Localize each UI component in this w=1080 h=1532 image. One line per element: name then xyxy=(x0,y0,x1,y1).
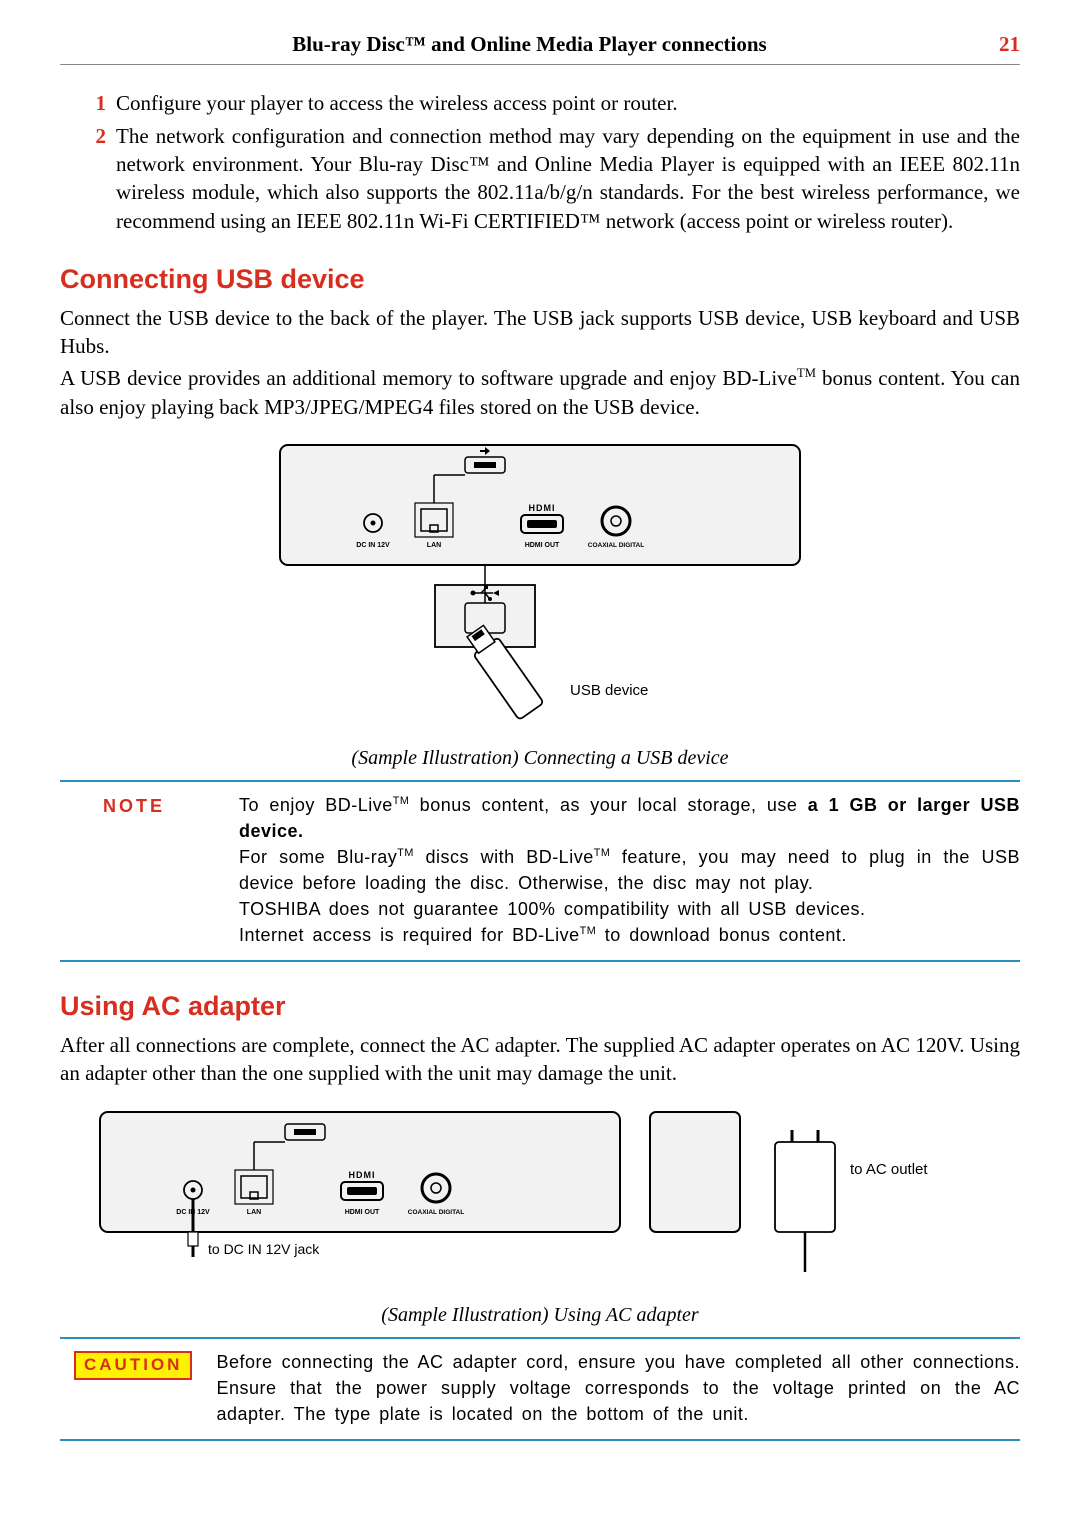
step-number: 1 xyxy=(80,89,106,117)
body-paragraph: A USB device provides an additional memo… xyxy=(60,364,1020,421)
ac-adapter-illustration: DC IN 12V LAN HDMI HDMI OUT COAXIAL DIGI… xyxy=(80,1102,1000,1292)
page-number: 21 xyxy=(999,30,1020,58)
hdmi-label: HDMI xyxy=(349,1170,376,1180)
coax-label: COAXIAL DIGITAL xyxy=(408,1209,464,1216)
usb-device-label: USB device xyxy=(570,682,648,699)
note-label: NOTE xyxy=(60,792,205,949)
coax-label: COAXIAL DIGITAL xyxy=(588,542,644,549)
illustration-caption: (Sample Illustration) Connecting a USB d… xyxy=(60,745,1020,772)
hdmi-out-label: HDMI OUT xyxy=(345,1209,380,1216)
dc-label: DC IN 12V xyxy=(356,542,390,549)
illustration-caption: (Sample Illustration) Using AC adapter xyxy=(60,1302,1020,1329)
body-paragraph: Connect the USB device to the back of th… xyxy=(60,304,1020,361)
to-ac-label: to AC outlet xyxy=(850,1161,928,1178)
header-title: Blu-ray Disc™ and Online Media Player co… xyxy=(60,30,999,58)
section-heading-usb: Connecting USB device xyxy=(60,261,1020,297)
list-item: 1 Configure your player to access the wi… xyxy=(80,89,1020,117)
caution-text: Before connecting the AC adapter cord, e… xyxy=(216,1349,1020,1427)
rule xyxy=(60,960,1020,962)
list-item: 2 The network configuration and connecti… xyxy=(80,122,1020,235)
steps-list: 1 Configure your player to access the wi… xyxy=(80,89,1020,235)
note-block: NOTE To enjoy BD-LiveTM bonus content, a… xyxy=(60,782,1020,961)
section-heading-ac: Using AC adapter xyxy=(60,988,1020,1024)
lan-label: LAN xyxy=(427,542,441,549)
caution-label: CAUTION xyxy=(74,1351,192,1380)
lan-label: LAN xyxy=(247,1209,261,1216)
tm-mark: TM xyxy=(797,366,816,380)
caution-block: CAUTION Before connecting the AC adapter… xyxy=(60,1339,1020,1439)
page-header: Blu-ray Disc™ and Online Media Player co… xyxy=(60,30,1020,65)
hdmi-out-label: HDMI OUT xyxy=(525,542,560,549)
rule xyxy=(60,1439,1020,1441)
step-text: Configure your player to access the wire… xyxy=(116,89,1020,117)
usb-connection-illustration: DC IN 12V LAN HDMI HDMI OUT COAXIAL DIGI… xyxy=(260,435,820,735)
body-paragraph: After all connections are complete, conn… xyxy=(60,1031,1020,1088)
hdmi-label: HDMI xyxy=(529,503,556,513)
to-dc-label: to DC IN 12V jack xyxy=(208,1241,320,1257)
step-number: 2 xyxy=(80,122,106,235)
note-text: To enjoy BD-LiveTM bonus content, as you… xyxy=(239,792,1020,949)
step-text: The network configuration and connection… xyxy=(116,122,1020,235)
